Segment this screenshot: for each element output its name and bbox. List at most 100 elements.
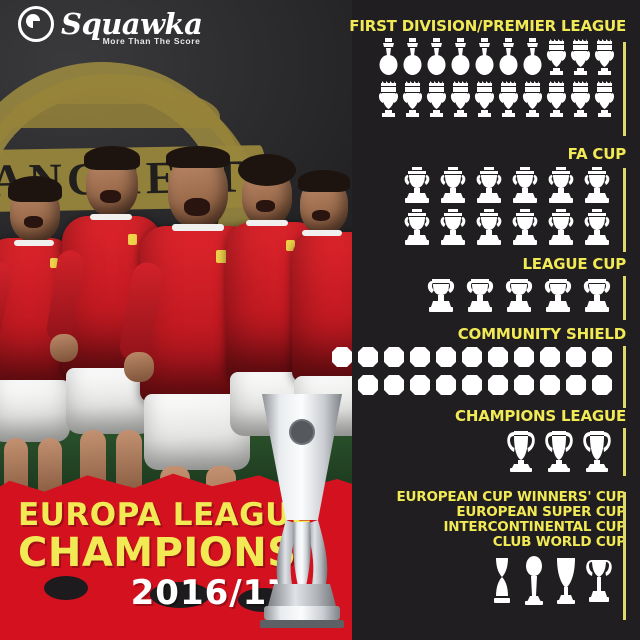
community-shield-icon xyxy=(488,374,508,395)
fa-cup-trophy-icon xyxy=(512,166,538,203)
squawka-circle-icon xyxy=(18,6,54,42)
champions-league-trophy-icon xyxy=(545,430,573,472)
first-division-trophy-icon xyxy=(403,37,422,75)
hero-title-block: EUROPA LEAGUE CHAMPIONS 2016/17 xyxy=(18,497,318,613)
fa-cup-trophy-icon xyxy=(404,166,430,203)
fa-cup-trophy-icon xyxy=(440,208,466,245)
premier-league-trophy-icon xyxy=(450,80,471,117)
community-shield-icon xyxy=(488,346,508,367)
section-divider-bar xyxy=(623,346,626,408)
section-divider-bar xyxy=(623,168,626,252)
trophy-row xyxy=(400,207,626,247)
community-shield-icon xyxy=(514,346,534,367)
league-cup-trophy-icon xyxy=(505,278,533,312)
fa-cup-trophy-icon xyxy=(584,166,610,203)
section-divider-bar xyxy=(623,276,626,320)
section-divider-bar xyxy=(623,428,626,476)
hero-season: 2016/17 xyxy=(130,573,292,613)
first-division-trophy-icon xyxy=(379,37,398,75)
community-shield-icon xyxy=(462,374,482,395)
trophy-row xyxy=(396,554,626,606)
trophy-row xyxy=(455,427,626,473)
first-division-trophy-icon xyxy=(523,37,542,75)
section-league-cup: LEAGUE CUP xyxy=(424,255,626,320)
section-title: FA CUP xyxy=(567,145,627,163)
premier-league-trophy-icon xyxy=(522,80,543,117)
community-shield-icon xyxy=(384,346,404,367)
premier-league-trophy-icon xyxy=(426,80,447,117)
section-title-line-4: CLUB WORLD CUP xyxy=(492,534,626,551)
first-division-trophy-icon xyxy=(475,37,494,75)
league-cup-trophy-icon xyxy=(466,278,494,312)
brand-name: Squawka xyxy=(61,6,203,41)
fa-cup-trophy-icon xyxy=(584,208,610,245)
section-title-line-1: EUROPEAN CUP WINNERS' CUP xyxy=(396,489,626,505)
first-division-trophy-icon xyxy=(499,37,518,75)
hero-title-line2: CHAMPIONS xyxy=(18,530,297,576)
brand-tagline: More Than The Score xyxy=(102,36,201,46)
fa-cup-trophy-icon xyxy=(548,208,574,245)
community-shield-icon xyxy=(358,346,378,367)
champions-league-trophy-icon xyxy=(583,430,611,472)
shield-row xyxy=(330,345,626,373)
fa-cup-trophy-icon xyxy=(512,208,538,245)
community-shield-icon xyxy=(462,346,482,367)
premier-league-trophy-icon xyxy=(594,80,615,117)
trophy-row xyxy=(349,79,626,119)
community-shield-icon xyxy=(410,346,430,367)
premier-league-trophy-icon xyxy=(474,80,495,117)
community-shield-icon xyxy=(332,346,352,367)
european-super-cup-trophy-icon xyxy=(525,556,543,606)
section-other-cups: EUROPEAN CUP WINNERS' CUP EUROPEAN SUPER… xyxy=(396,489,626,620)
community-shield-icon xyxy=(566,346,586,367)
section-title: LEAGUE CUP xyxy=(522,255,626,273)
community-shield-icon xyxy=(540,374,560,395)
community-shield-icon xyxy=(436,346,456,367)
premier-league-trophy-icon xyxy=(546,80,567,117)
trophy-row xyxy=(400,165,626,205)
section-title: FIRST DIVISION/PREMIER LEAGUE xyxy=(349,17,626,35)
fa-cup-trophy-icon xyxy=(404,208,430,245)
section-community-shield: COMMUNITY SHIELD xyxy=(330,325,626,408)
league-cup-trophy-icon xyxy=(544,278,572,312)
section-divider-bar xyxy=(623,492,626,620)
community-shield-icon xyxy=(358,374,378,395)
team-photo-collage: MANCHESTER xyxy=(0,0,352,640)
fa-cup-trophy-icon xyxy=(440,166,466,203)
premier-league-trophy-icon xyxy=(546,38,567,75)
community-shield-icon xyxy=(436,374,456,395)
section-champions-league: CHAMPIONS LEAGUE xyxy=(455,407,626,476)
community-shield-icon xyxy=(514,374,534,395)
first-division-trophy-icon xyxy=(451,37,470,75)
intercontinental-cup-trophy-icon xyxy=(557,558,575,605)
fa-cup-trophy-icon xyxy=(476,166,502,203)
community-shield-icon xyxy=(384,374,404,395)
section-divider-bar xyxy=(623,42,626,136)
hero-title-line1: EUROPA LEAGUE xyxy=(18,497,313,533)
league-cup-trophy-icon xyxy=(583,278,611,312)
cup-winners-cup-trophy-icon xyxy=(494,558,510,604)
honours-panel: FIRST DIVISION/PREMIER LEAGUE xyxy=(332,0,640,640)
section-title: COMMUNITY SHIELD xyxy=(457,325,626,343)
first-division-trophy-icon xyxy=(427,37,446,75)
fa-cup-trophy-icon xyxy=(548,166,574,203)
community-shield-icon xyxy=(410,374,430,395)
premier-league-trophy-icon xyxy=(594,38,615,75)
premier-league-trophy-icon xyxy=(570,38,591,75)
section-first-division-premier-league: FIRST DIVISION/PREMIER LEAGUE xyxy=(349,17,626,136)
trophy-row xyxy=(424,275,626,315)
community-shield-icon xyxy=(566,374,586,395)
premier-league-trophy-icon xyxy=(378,80,399,117)
club-crest-scroll xyxy=(10,88,220,128)
premier-league-trophy-icon xyxy=(402,80,423,117)
league-cup-trophy-icon xyxy=(427,278,455,312)
section-title: CHAMPIONS LEAGUE xyxy=(455,407,626,425)
trophy-row xyxy=(349,37,626,77)
premier-league-trophy-icon xyxy=(498,80,519,117)
champions-league-trophy-icon xyxy=(507,430,535,472)
section-fa-cup: FA CUP xyxy=(400,145,627,252)
premier-league-trophy-icon xyxy=(570,80,591,117)
squawka-logo[interactable]: Squawka More Than The Score xyxy=(18,6,203,46)
community-shield-icon xyxy=(540,346,560,367)
